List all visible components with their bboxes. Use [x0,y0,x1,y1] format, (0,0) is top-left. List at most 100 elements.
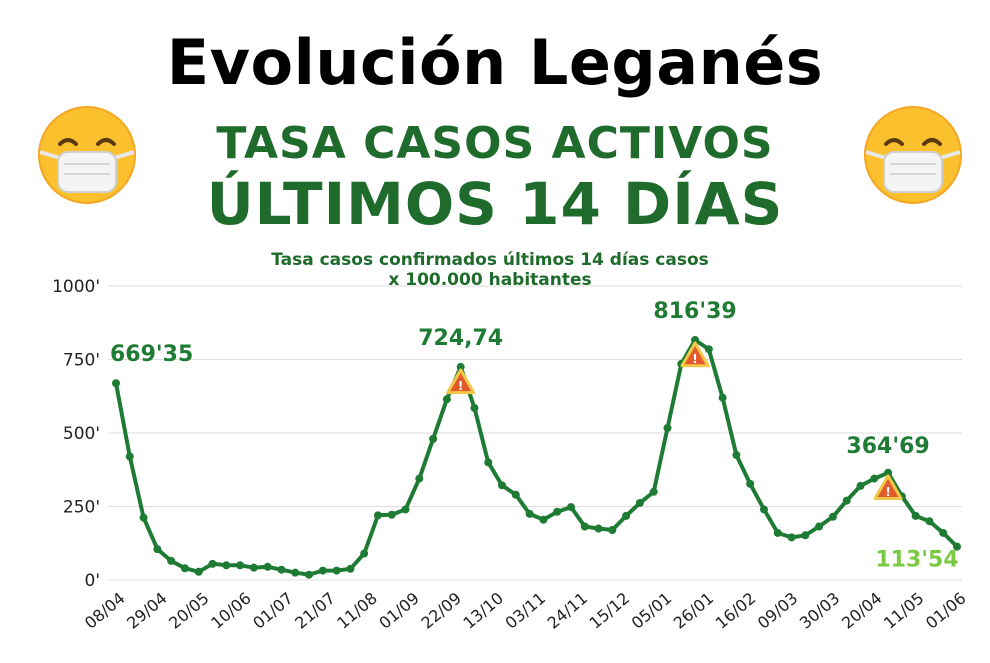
data-point [746,479,755,488]
data-point [953,542,961,551]
data-point [125,452,134,461]
data-point [263,562,272,571]
data-point [346,564,355,573]
x-tick-label: 30/03 [796,589,844,633]
data-point [787,533,796,542]
y-tick-label: 500' [63,424,100,444]
data-point [911,511,920,520]
data-point [580,522,589,531]
data-point [442,395,451,404]
data-label: 724,74 [418,326,503,351]
chart-title-line-2: x 100.000 habitantes [388,270,592,290]
data-point [732,451,741,460]
data-point [856,481,865,490]
data-label: 816'39 [653,299,736,324]
x-tick-label: 20/04 [838,589,886,633]
x-tick-label: 29/04 [123,589,171,633]
data-point [249,563,258,572]
data-point [691,335,700,344]
data-point [594,524,603,533]
x-tick-label: 11/05 [880,589,928,633]
x-tick-label: 09/03 [754,589,802,633]
data-point [828,512,837,521]
data-point [525,509,534,518]
x-tick-label: 15/12 [586,589,634,633]
data-point [373,511,382,520]
x-tick-label: 22/09 [417,589,465,633]
data-point [498,481,507,490]
x-tick-label: 26/01 [670,589,718,633]
data-point [470,404,479,413]
data-point [511,490,520,499]
data-point [539,515,548,524]
data-point [305,570,314,579]
data-point [360,549,369,558]
data-point [884,468,893,477]
data-point [663,424,672,433]
data-point [801,531,810,540]
data-point [236,561,245,570]
data-point [429,434,438,443]
chart-title: Tasa casos confirmados últimos 14 días c… [255,250,725,290]
chart-title-line-1: Tasa casos confirmados últimos 14 días c… [271,250,709,270]
data-point [112,379,120,388]
data-point [332,566,341,575]
data-label: 669'35 [110,342,193,367]
data-label: 364'69 [846,434,929,459]
face-with-medical-mask-icon [864,106,962,204]
subtitle-last-14-days: ÚLTIMOS 14 DÍAS [206,170,784,238]
data-point [773,528,782,537]
data-point [566,503,575,512]
y-tick-label: 250' [63,498,100,518]
series-line [114,338,959,577]
page-title: Evolución Leganés [166,26,824,99]
data-point [759,505,768,514]
data-point [208,559,217,568]
data-point [484,458,493,467]
x-tick-label: 11/08 [333,589,381,633]
x-tick-label: 05/01 [628,589,676,633]
data-point [939,528,948,537]
data-point [153,545,162,554]
x-tick-label: 24/11 [544,589,592,633]
data-point [194,567,203,576]
warning-triangle-icon: ! [873,474,903,501]
x-tick-label: 21/07 [291,589,339,633]
data-point [704,345,713,354]
x-tick-label: 08/04 [81,589,129,633]
data-point [318,566,327,575]
warning-triangle-icon: ! [446,368,476,395]
data-point [870,474,879,483]
data-point [718,393,727,402]
face-with-medical-mask-icon [38,106,136,204]
x-tick-label: 16/02 [712,589,760,633]
data-point [842,496,851,505]
data-point [622,511,631,520]
subtitle-active-cases-rate: TASA CASOS ACTIVOS [216,118,774,169]
data-point [635,498,644,507]
data-point [925,517,934,526]
warning-triangle-icon: ! [680,341,710,368]
data-point [291,568,300,577]
svg-text:!: ! [692,352,697,366]
x-tick-label: 20/05 [165,589,213,633]
data-point [415,474,424,483]
data-point [649,487,658,496]
data-point [608,526,617,535]
data-point [139,513,148,522]
data-point [387,510,396,519]
data-point [180,564,189,573]
x-tick-label: 01/07 [249,589,297,633]
data-point [277,565,286,574]
y-tick-label: 750' [63,351,100,371]
x-tick-label: 01/06 [922,589,970,633]
data-point [553,507,562,516]
data-point [815,522,824,531]
data-label: 113'54 [875,548,958,573]
x-tick-label: 01/09 [375,589,423,633]
x-tick-label: 13/10 [459,589,507,633]
x-tick-label: 03/11 [502,589,550,633]
x-tick-label: 10/06 [207,589,255,633]
data-point [401,505,410,514]
